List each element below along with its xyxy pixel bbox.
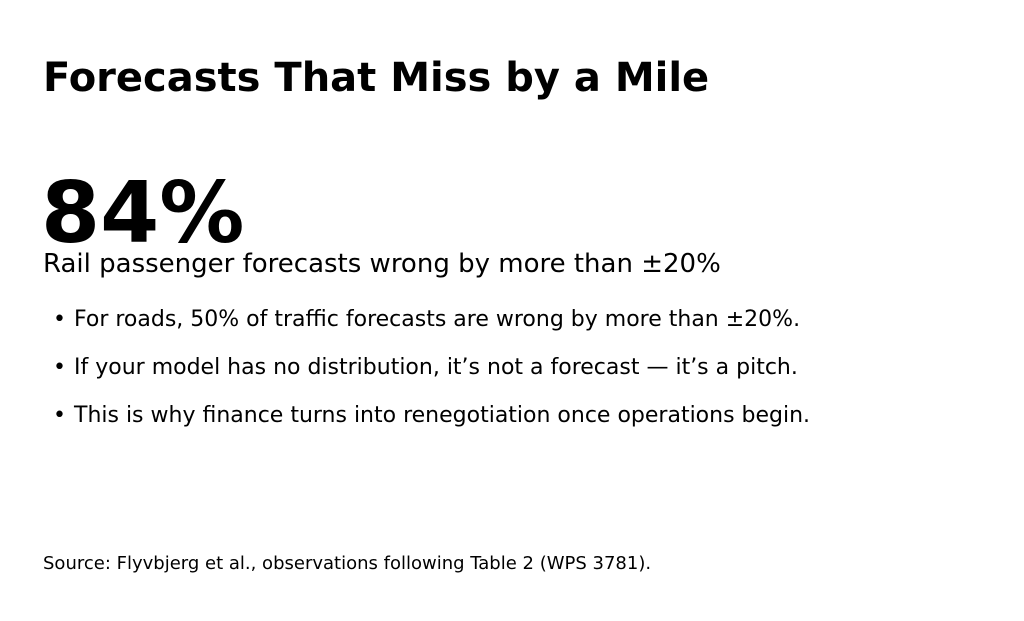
source-note: Source: Flyvbjerg et al., observations f…	[43, 553, 652, 574]
bullet-icon: •	[53, 307, 66, 332]
bullet-item: • For roads, 50% of traffic forecasts are…	[53, 309, 800, 331]
bullet-icon: •	[53, 355, 66, 380]
key-stat-label: Rail passenger forecasts wrong by more t…	[43, 249, 721, 279]
bullet-text: This is why finance turns into renegotia…	[74, 403, 811, 428]
bullet-item: • If your model has no distribution, it’s…	[53, 357, 798, 379]
bullet-icon: •	[53, 403, 66, 428]
bullet-item: • This is why finance turns into renegoti…	[53, 405, 810, 427]
bullet-text: For roads, 50% of traffic forecasts are …	[74, 307, 801, 332]
slide-title: Forecasts That Miss by a Mile	[43, 55, 710, 101]
key-stat-value: 84%	[41, 164, 245, 263]
bullet-text: If your model has no distribution, it’s …	[74, 355, 798, 380]
